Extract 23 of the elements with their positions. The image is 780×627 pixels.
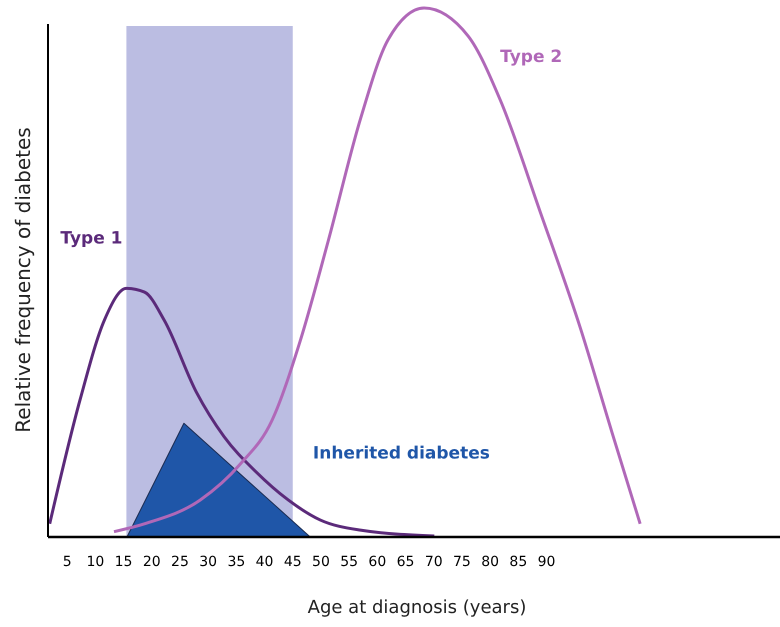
- x-tick-label: 40: [256, 554, 274, 570]
- series-label: Type 2: [500, 47, 562, 67]
- x-tick-label: 75: [453, 554, 471, 570]
- x-tick-label: 15: [114, 554, 132, 570]
- x-tick-label: 50: [312, 554, 330, 570]
- x-tick-label: 35: [227, 554, 246, 570]
- x-tick-label: 80: [481, 554, 500, 570]
- x-tick-label: 55: [340, 554, 358, 570]
- y-axis-title: Relative frequency of diabetes: [11, 127, 35, 433]
- x-tick-label: 65: [396, 554, 414, 570]
- x-tick-label: 20: [142, 554, 161, 570]
- x-axis-title: Age at diagnosis (years): [308, 597, 526, 618]
- x-tick-label: 90: [538, 554, 556, 570]
- x-tick-label: 70: [424, 554, 443, 570]
- x-tick-label: 10: [86, 554, 104, 570]
- text: Inherited diabetes: [312, 443, 490, 464]
- x-tick-label: 60: [368, 554, 386, 570]
- x-tick-label: 85: [509, 554, 528, 570]
- x-tick-label: 5: [62, 554, 72, 570]
- x-tick-label: 25: [171, 554, 189, 570]
- x-tick-label: 45: [284, 554, 302, 570]
- text: Type 1: [60, 228, 122, 248]
- x-tick-label: 30: [199, 554, 218, 570]
